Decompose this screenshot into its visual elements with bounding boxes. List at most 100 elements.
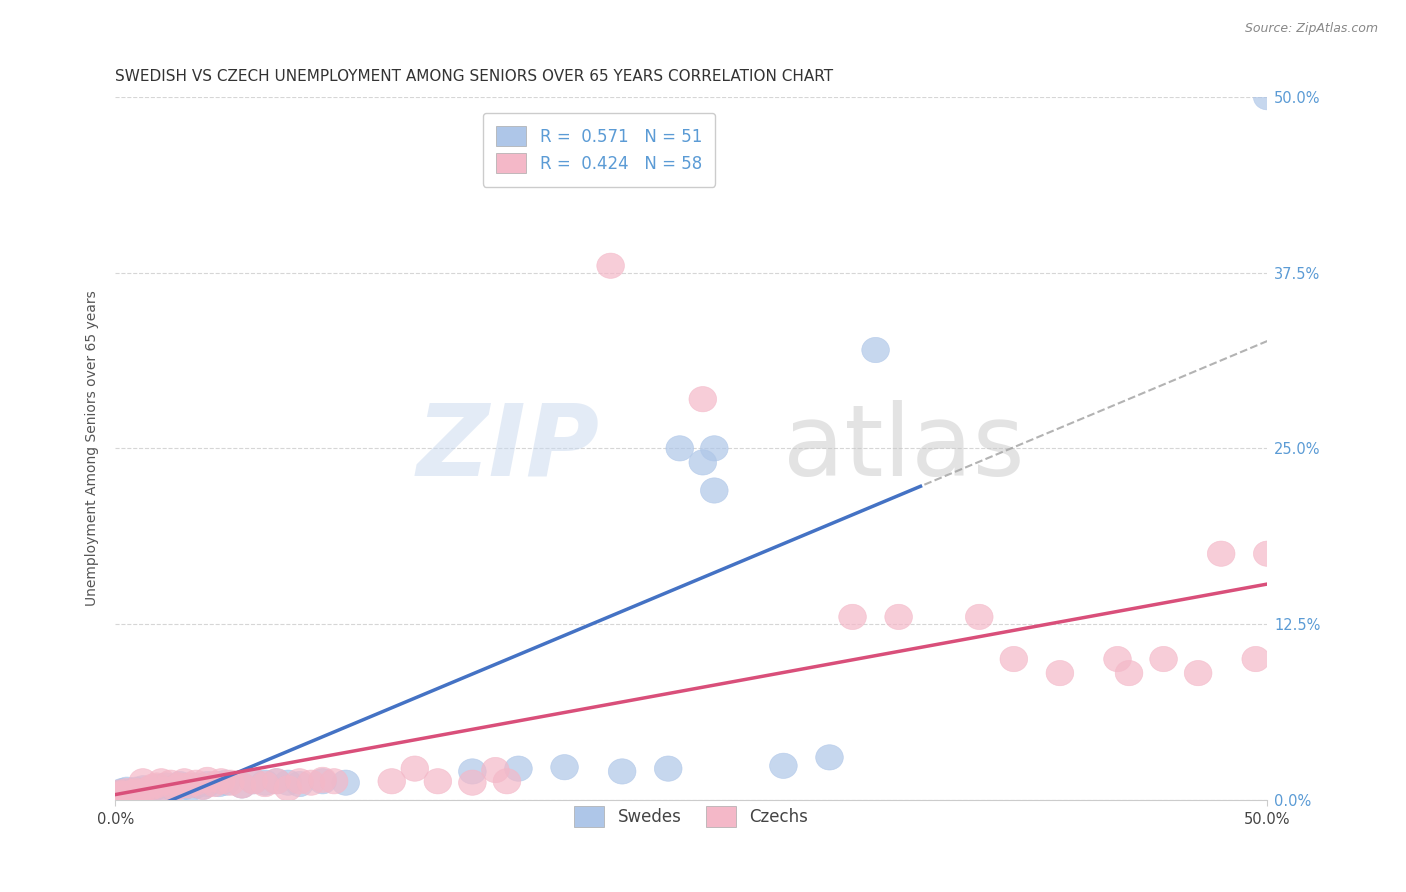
Ellipse shape xyxy=(152,777,180,802)
Ellipse shape xyxy=(208,769,235,794)
Ellipse shape xyxy=(228,772,256,798)
Ellipse shape xyxy=(127,781,155,806)
Ellipse shape xyxy=(122,779,150,804)
Ellipse shape xyxy=(143,774,170,799)
Ellipse shape xyxy=(239,769,267,794)
Ellipse shape xyxy=(966,604,993,630)
Ellipse shape xyxy=(689,386,717,412)
Ellipse shape xyxy=(309,767,336,792)
Ellipse shape xyxy=(120,780,148,805)
Ellipse shape xyxy=(1115,660,1143,686)
Ellipse shape xyxy=(252,770,278,796)
Ellipse shape xyxy=(159,776,187,801)
Ellipse shape xyxy=(129,769,156,794)
Text: atlas: atlas xyxy=(783,400,1025,497)
Ellipse shape xyxy=(129,776,156,801)
Ellipse shape xyxy=(111,782,138,808)
Ellipse shape xyxy=(862,337,890,363)
Ellipse shape xyxy=(1150,647,1177,672)
Ellipse shape xyxy=(1253,85,1281,110)
Ellipse shape xyxy=(127,781,155,806)
Ellipse shape xyxy=(170,769,198,794)
Ellipse shape xyxy=(228,772,256,798)
Ellipse shape xyxy=(105,782,134,808)
Ellipse shape xyxy=(1104,647,1132,672)
Ellipse shape xyxy=(654,756,682,781)
Ellipse shape xyxy=(815,745,844,770)
Ellipse shape xyxy=(1208,541,1234,566)
Ellipse shape xyxy=(176,772,202,798)
Ellipse shape xyxy=(1241,647,1270,672)
Ellipse shape xyxy=(156,770,184,796)
Ellipse shape xyxy=(120,782,148,808)
Ellipse shape xyxy=(152,772,180,798)
Ellipse shape xyxy=(188,774,217,799)
Ellipse shape xyxy=(166,772,194,797)
Ellipse shape xyxy=(108,782,136,808)
Ellipse shape xyxy=(188,774,217,799)
Ellipse shape xyxy=(111,781,138,806)
Ellipse shape xyxy=(321,769,347,794)
Ellipse shape xyxy=(104,781,131,806)
Ellipse shape xyxy=(494,769,520,794)
Ellipse shape xyxy=(138,774,166,799)
Ellipse shape xyxy=(166,772,194,798)
Ellipse shape xyxy=(458,770,486,796)
Ellipse shape xyxy=(609,759,636,784)
Ellipse shape xyxy=(108,779,136,804)
Ellipse shape xyxy=(285,772,314,797)
Ellipse shape xyxy=(134,777,162,802)
Ellipse shape xyxy=(170,774,198,799)
Ellipse shape xyxy=(252,772,278,797)
Ellipse shape xyxy=(125,780,152,805)
Ellipse shape xyxy=(105,781,134,806)
Ellipse shape xyxy=(217,770,245,796)
Ellipse shape xyxy=(1253,541,1281,566)
Ellipse shape xyxy=(115,781,143,806)
Ellipse shape xyxy=(122,777,150,802)
Ellipse shape xyxy=(689,450,717,475)
Ellipse shape xyxy=(1184,660,1212,686)
Ellipse shape xyxy=(194,772,221,797)
Ellipse shape xyxy=(138,777,166,802)
Ellipse shape xyxy=(112,780,141,805)
Ellipse shape xyxy=(183,770,209,796)
Ellipse shape xyxy=(309,769,336,794)
Ellipse shape xyxy=(177,776,205,801)
Ellipse shape xyxy=(112,777,141,802)
Ellipse shape xyxy=(378,769,405,794)
Y-axis label: Unemployment Among Seniors over 65 years: Unemployment Among Seniors over 65 years xyxy=(86,291,100,607)
Ellipse shape xyxy=(274,770,302,796)
Ellipse shape xyxy=(274,776,302,801)
Ellipse shape xyxy=(239,769,267,794)
Ellipse shape xyxy=(104,782,131,808)
Ellipse shape xyxy=(1000,647,1028,672)
Ellipse shape xyxy=(125,779,152,804)
Ellipse shape xyxy=(212,770,239,796)
Ellipse shape xyxy=(425,769,451,794)
Ellipse shape xyxy=(769,753,797,779)
Ellipse shape xyxy=(401,756,429,781)
Ellipse shape xyxy=(201,772,228,797)
Ellipse shape xyxy=(108,781,136,806)
Ellipse shape xyxy=(551,755,578,780)
Ellipse shape xyxy=(1046,660,1074,686)
Ellipse shape xyxy=(136,779,163,804)
Ellipse shape xyxy=(112,779,141,804)
Ellipse shape xyxy=(596,253,624,278)
Text: SWEDISH VS CZECH UNEMPLOYMENT AMONG SENIORS OVER 65 YEARS CORRELATION CHART: SWEDISH VS CZECH UNEMPLOYMENT AMONG SENI… xyxy=(115,69,834,84)
Ellipse shape xyxy=(194,767,221,792)
Ellipse shape xyxy=(666,435,693,461)
Ellipse shape xyxy=(105,780,134,805)
Ellipse shape xyxy=(148,769,176,794)
Ellipse shape xyxy=(118,780,145,805)
Ellipse shape xyxy=(205,772,233,797)
Ellipse shape xyxy=(700,478,728,503)
Ellipse shape xyxy=(505,756,533,781)
Ellipse shape xyxy=(148,776,176,801)
Ellipse shape xyxy=(143,772,170,798)
Ellipse shape xyxy=(118,779,145,804)
Ellipse shape xyxy=(458,759,486,784)
Ellipse shape xyxy=(482,757,509,782)
Ellipse shape xyxy=(263,769,291,794)
